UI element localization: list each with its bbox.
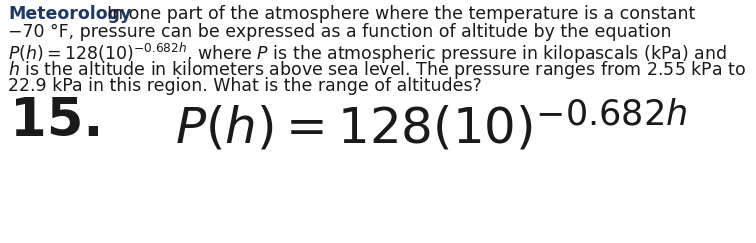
Text: −70 °F, pressure can be expressed as a function of altitude by the equation: −70 °F, pressure can be expressed as a f…	[8, 23, 671, 41]
Text: In one part of the atmosphere where the temperature is a constant: In one part of the atmosphere where the …	[96, 5, 696, 23]
Text: 22.9 kPa in this region. What is the range of altitudes?: 22.9 kPa in this region. What is the ran…	[8, 77, 482, 95]
Text: 15.: 15.	[10, 95, 104, 147]
Text: Meteorology: Meteorology	[8, 5, 132, 23]
Text: $P(h) = 128(10)^{-0.682h}$: $P(h) = 128(10)^{-0.682h}$	[175, 98, 687, 154]
Text: $P(h) = 128(10)^{-0.682h}$, where $P$ is the atmospheric pressure in kilopascals: $P(h) = 128(10)^{-0.682h}$, where $P$ is…	[8, 41, 727, 66]
Text: $h$ is the altitude in kilometers above sea level. The pressure ranges from 2.55: $h$ is the altitude in kilometers above …	[8, 59, 746, 81]
